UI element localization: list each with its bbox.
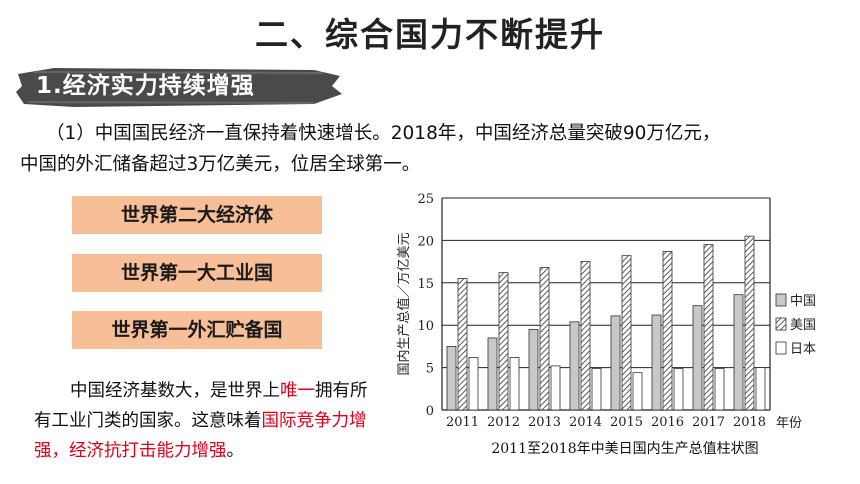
summary-text-1: 中国经济基数大，是世界上	[70, 381, 280, 401]
bar-china	[528, 329, 539, 411]
bar-china	[733, 294, 744, 411]
x-tick-label: 2014	[569, 415, 602, 430]
x-tick-label: 2013	[528, 415, 561, 430]
y-tick-label: 10	[417, 319, 434, 334]
bar-usa	[703, 244, 714, 411]
bar-china	[610, 315, 621, 411]
bar-japan	[714, 368, 725, 411]
bar-usa	[457, 278, 468, 411]
section-heading: 1.经济实力持续增强	[36, 73, 255, 99]
y-tick-label: 5	[426, 362, 434, 377]
x-tick-label: 2018	[733, 415, 766, 430]
legend-label: 中国	[790, 294, 816, 309]
x-tick-label: 2017	[692, 415, 725, 430]
legend-swatch	[775, 341, 787, 355]
bar-japan	[550, 365, 561, 411]
bar-china	[692, 305, 703, 411]
x-tick-label: 2015	[610, 415, 643, 430]
bar-usa	[580, 261, 591, 411]
section-brush-background	[16, 68, 342, 107]
bar-usa	[621, 255, 632, 411]
bar-japan	[755, 367, 766, 411]
summary-note: 中国经济基数大，是世界上唯一拥有所有工业门类的国家。这意味着国际竞争力增强，经济…	[34, 376, 372, 466]
gdp-bar-chart: 0 5 10 15 20 25 2011 2012 2013 2014 2015 2016 2017 20…	[396, 192, 816, 431]
y-tick-label: 15	[417, 277, 434, 292]
intro-paragraph-line1: （1）中国国民经济一直保持着快速增长。2018年，中国经济总量突破90万亿元，	[46, 123, 721, 144]
bar-china	[651, 314, 662, 411]
y-tick-label: 0	[426, 404, 434, 419]
summary-highlight-1: 唯一	[280, 381, 315, 401]
bar-japan	[509, 357, 520, 411]
x-axis-label: 年份	[776, 416, 802, 431]
legend-swatch	[775, 293, 787, 307]
bar-japan	[632, 372, 643, 411]
chart-caption: 2011至2018年中美日国内生产总值柱状图	[491, 441, 759, 457]
bar-japan	[468, 357, 479, 411]
bar-china	[569, 321, 580, 411]
legend-swatch	[775, 317, 787, 331]
intro-paragraph: （1）中国国民经济一直保持着快速增长。2018年，中国经济总量突破90万亿元， …	[20, 118, 850, 180]
bar-japan	[673, 368, 684, 411]
x-tick-label: 2016	[651, 415, 684, 430]
legend-label: 日本	[790, 342, 816, 357]
intro-paragraph-line2: 中国的外汇储备超过3万亿美元，位居全球第一。	[20, 154, 421, 175]
summary-text-2: 拥有所有工业门类的国家。这意味着	[34, 381, 368, 431]
y-tick-label: 25	[417, 192, 434, 207]
highlight-box-industry: 世界第一大工业国	[72, 254, 322, 292]
highlight-box-reserves: 世界第一外汇贮备国	[72, 311, 322, 349]
bar-usa	[662, 251, 673, 411]
bar-usa	[744, 235, 755, 411]
x-tick-label: 2011	[446, 415, 479, 430]
bar-china	[487, 337, 498, 411]
bar-china	[446, 345, 457, 411]
x-tick-label: 2012	[487, 415, 520, 430]
y-tick-label: 20	[417, 234, 434, 249]
bar-japan	[591, 368, 602, 411]
slide-title: 二、综合国力不断提升	[255, 15, 605, 54]
bar-usa	[539, 267, 550, 411]
highlight-box-economy: 世界第二大经济体	[72, 196, 322, 234]
bar-usa	[498, 272, 509, 411]
summary-highlight-2: 国际竞争力增强，经济抗打击能力增强	[34, 411, 367, 461]
y-axis-label: 国内生产总值／万亿美元	[396, 232, 412, 375]
legend-label: 美国	[790, 318, 816, 333]
summary-text-3: 。	[226, 441, 245, 461]
